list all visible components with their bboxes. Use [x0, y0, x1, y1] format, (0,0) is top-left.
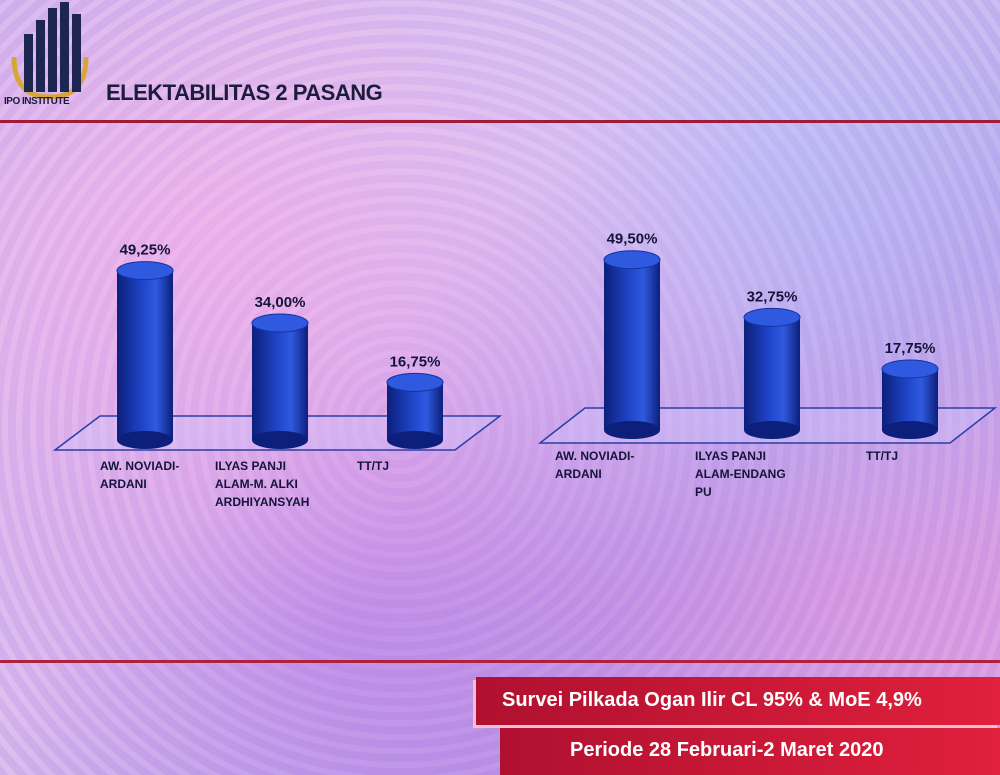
bar [881, 359, 939, 439]
bar-base [744, 421, 800, 439]
category-label: ILYAS PANJI ALAM-M. ALKI ARDHIYANSYAH [215, 459, 309, 509]
bar-body [387, 382, 443, 440]
title-divider [0, 120, 1000, 123]
period-info: Periode 28 Februari-2 Maret 2020 [570, 739, 884, 761]
category-label: ILYAS PANJI ALAM-ENDANG PU [695, 449, 786, 499]
bar-top [603, 250, 661, 270]
category-label: TT/TJ [866, 449, 898, 463]
data-label: 17,75% [885, 340, 936, 357]
bar-base [117, 431, 173, 449]
bar-body [604, 259, 660, 430]
data-label: 49,50% [607, 231, 658, 248]
bar [251, 313, 309, 449]
bar-body [117, 270, 173, 440]
bar-top [743, 307, 801, 327]
survey-info: Survei Pilkada Ogan Ilir CL 95% & MoE 4,… [502, 689, 922, 711]
bar-body [882, 368, 938, 430]
bar-base [252, 431, 308, 449]
bar-charts: 49,25% AW. NOVIADI-ARDANI 34,00% ILYAS PANJ… [52, 231, 998, 509]
footer-divider [0, 660, 1000, 663]
bar-base [882, 421, 938, 439]
bar [116, 261, 174, 449]
category-label: AW. NOVIADI-ARDANI [100, 459, 179, 491]
bar-top [881, 359, 939, 379]
category-label: TT/TJ [357, 459, 389, 473]
category-label: AW. NOVIADI-ARDANI [555, 449, 634, 481]
slide-header: IPO INSTITUTE ELEKTABILITAS 2 PASANG [0, 0, 1000, 120]
data-label: 49,25% [120, 242, 171, 259]
bar-top [251, 313, 309, 333]
data-label: 16,75% [390, 353, 441, 370]
period-banner [500, 728, 1000, 775]
data-label: 34,00% [255, 294, 306, 311]
bar [386, 372, 444, 449]
logo-text: IPO INSTITUTE [4, 96, 70, 107]
bar-top [386, 372, 444, 392]
bar-base [387, 431, 443, 449]
data-label: 32,75% [747, 288, 798, 305]
bar-body [744, 317, 800, 430]
page-title: ELEKTABILITAS 2 PASANG [106, 80, 383, 105]
bar-top [116, 261, 174, 281]
bar [603, 250, 661, 439]
survey-banner [476, 677, 1000, 725]
building-logo-icon [11, 2, 89, 100]
bar [743, 307, 801, 439]
bar-base [604, 421, 660, 439]
bar-body [252, 323, 308, 440]
